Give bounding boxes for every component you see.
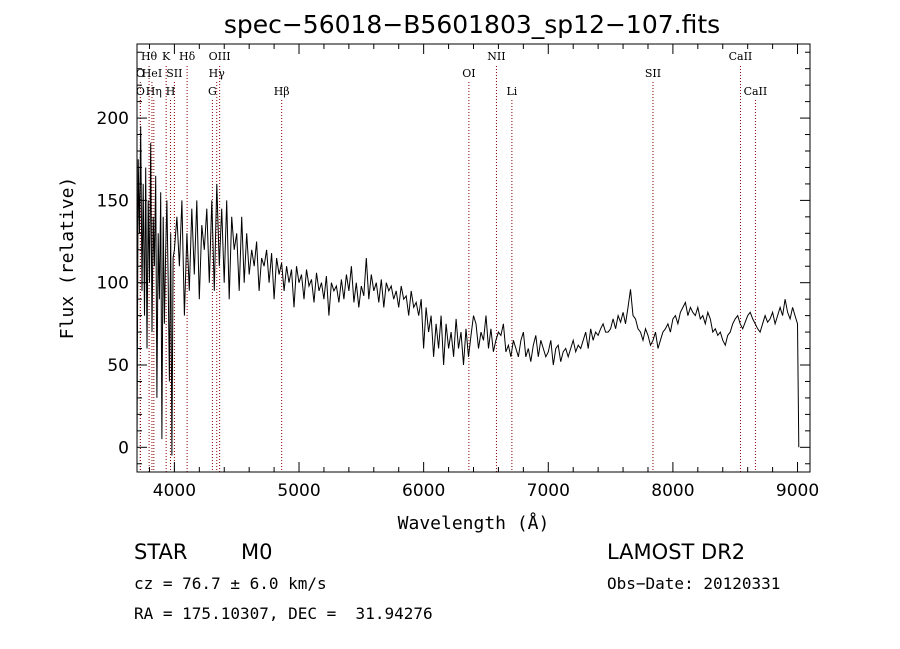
spectral-line-label: Hθ: [141, 50, 158, 63]
y-tick-label: 150: [97, 191, 129, 211]
spectral-line-label: CaII: [744, 85, 768, 98]
y-tick-label: 100: [97, 274, 129, 294]
spectral-line-label: H: [166, 85, 176, 98]
x-tick-label: 9000: [776, 481, 819, 501]
observation-date: Obs−Date: 20120331: [607, 574, 781, 593]
spectral-line-label: O: [136, 67, 145, 80]
spectral-line-label: O: [136, 85, 145, 98]
x-tick-label: 8000: [651, 481, 694, 501]
spectral-line-label: Hβ: [274, 85, 290, 98]
x-axis-label: Wavelength (Å): [398, 512, 550, 534]
spectral-line-label: Li: [506, 85, 517, 98]
spectral-line-label: SII: [645, 67, 661, 80]
axis-ticks: 4000 5000 6000 7000 8000 9000 0 50 100 150 200: [97, 44, 819, 501]
spectral-line-label: OI: [462, 67, 475, 80]
y-tick-label: 0: [118, 438, 129, 458]
spectral-line-label: OIII: [209, 50, 231, 63]
chart-title: spec−56018−B5601803_sp12−107.fits: [224, 10, 720, 39]
spectral-line-label: G: [208, 85, 217, 98]
spectral-line-label: HeI: [142, 67, 162, 80]
x-tick-label: 7000: [527, 481, 570, 501]
x-tick-label: 4000: [153, 481, 196, 501]
object-subclass: M0: [241, 540, 273, 564]
redshift-cz: cz = 76.7 ± 6.0 km/s: [134, 574, 327, 593]
spectral-line-label: Hδ: [179, 50, 196, 63]
spectrum-series-line: [136, 126, 800, 456]
spectral-line-label: SII: [166, 67, 182, 80]
x-tick-label: 6000: [402, 481, 445, 501]
object-class: STAR: [134, 540, 188, 564]
spectral-line-label: CaII: [729, 50, 753, 63]
spectral-line-label: Hη: [146, 85, 162, 98]
spectral-line-label: K: [162, 50, 171, 63]
survey-name: LAMOST DR2: [607, 540, 746, 564]
spectral-line-label: Hγ: [209, 67, 226, 80]
spectral-line-label: NII: [487, 50, 505, 63]
y-tick-label: 200: [97, 109, 129, 129]
y-axis-label: Flux (relative): [57, 177, 78, 340]
sky-coordinates: RA = 175.10307, DEC = 31.94276: [134, 604, 433, 623]
y-tick-label: 50: [107, 356, 129, 376]
x-tick-label: 5000: [277, 481, 320, 501]
spectral-line-markers: OO Hθ HeI Hη K SII H Hδ OIII Hγ G Hβ OI NII Li SII CaII C…: [136, 50, 767, 472]
